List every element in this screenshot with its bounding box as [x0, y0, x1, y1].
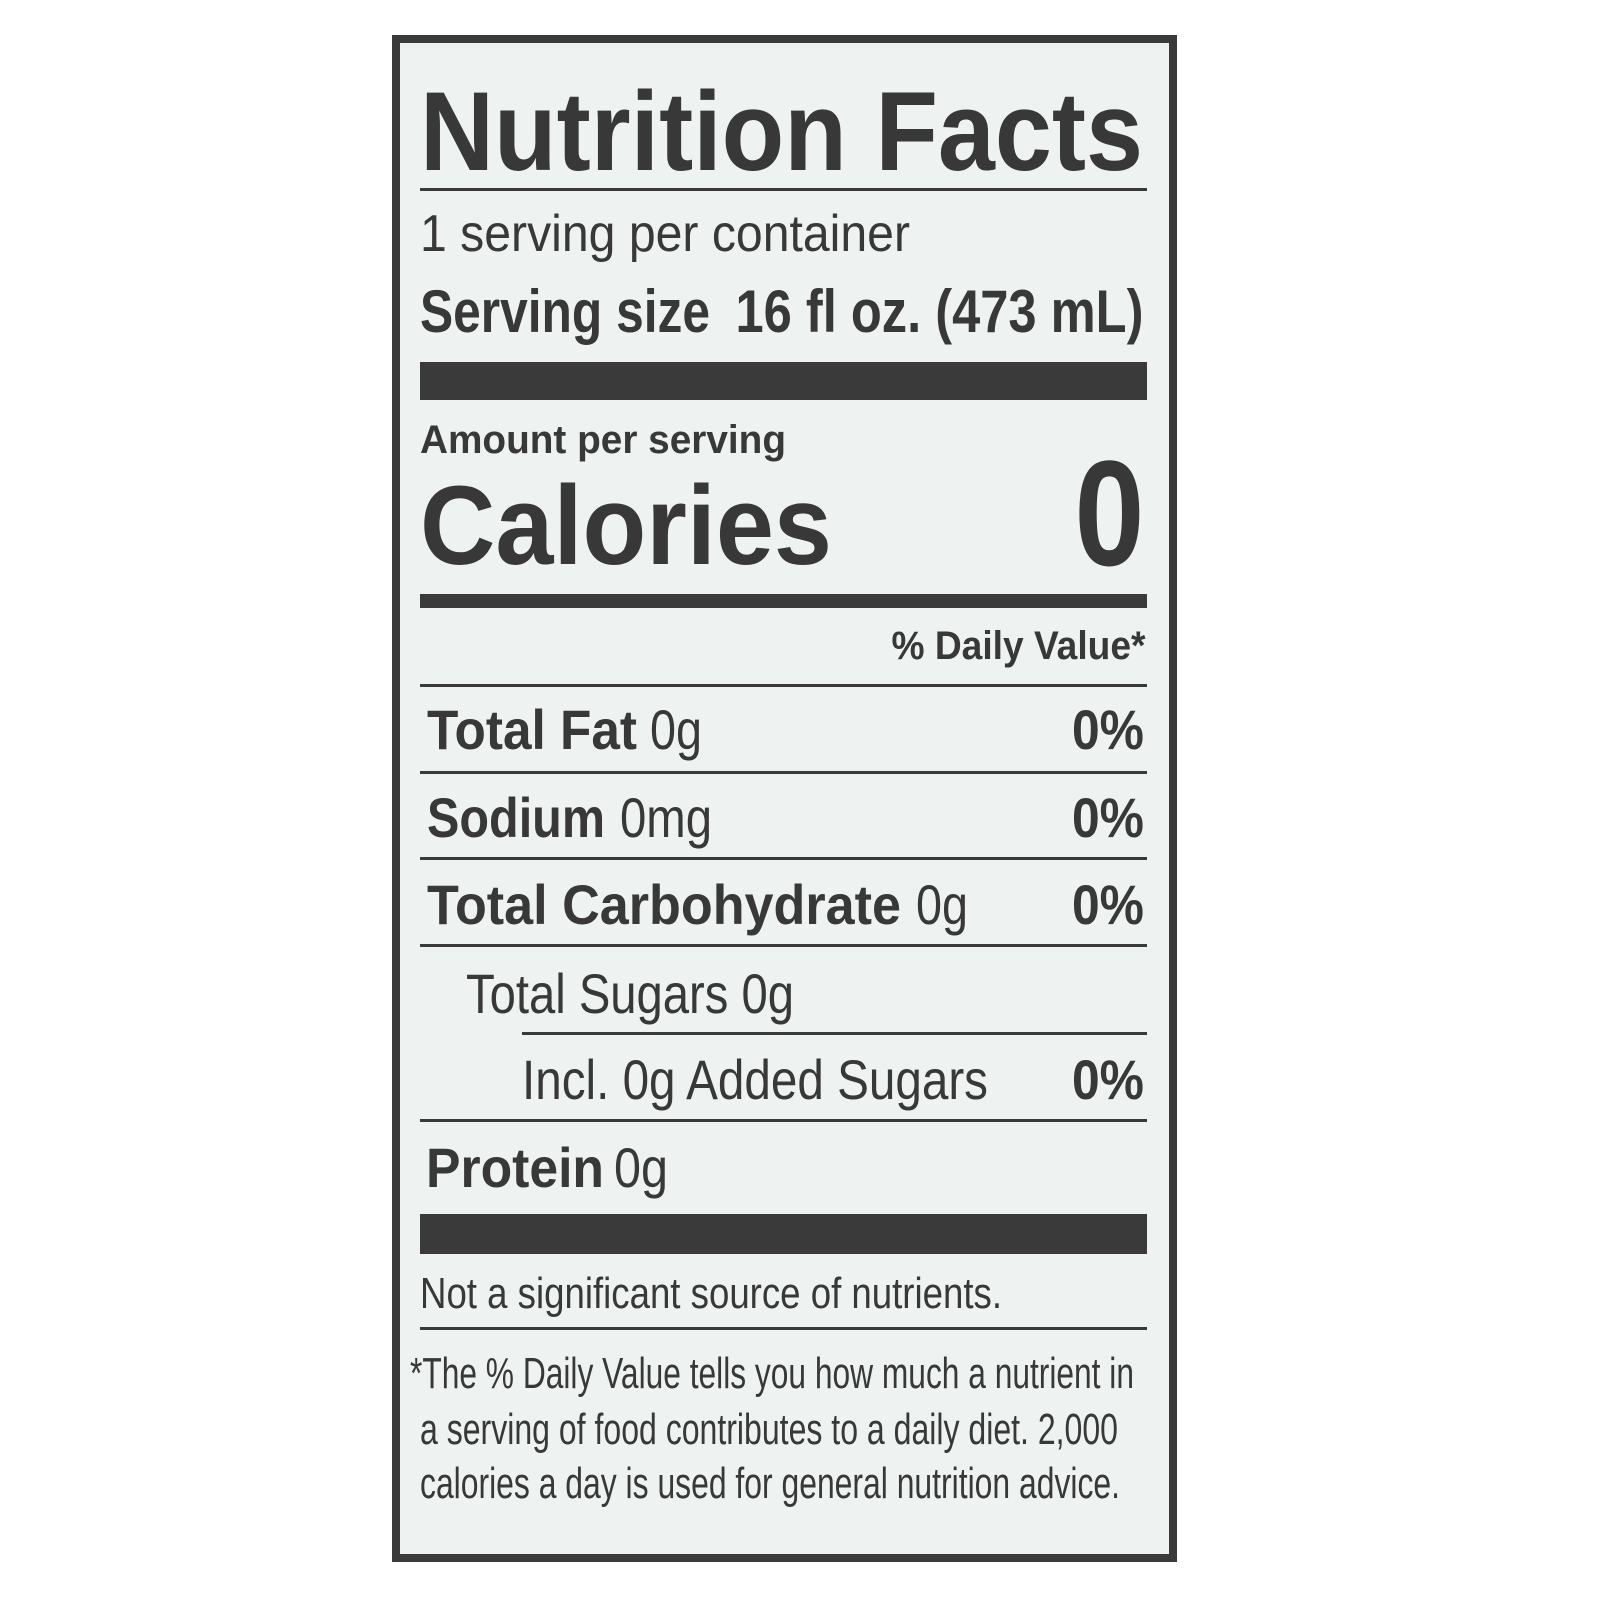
divider: [420, 1119, 1147, 1122]
nutrient-name-sodium: Sodium: [427, 786, 605, 849]
nutrient-name-total-fat: Total Fat: [427, 698, 637, 761]
footnote-line-3: calories a day is used for general nutri…: [420, 1459, 1120, 1508]
serving-size-value: 16 fl oz. (473 mL): [735, 278, 1143, 345]
daily-value-header: % Daily Value*: [891, 624, 1145, 668]
divider: [420, 684, 1147, 687]
divider: [522, 1032, 1147, 1035]
divider: [420, 857, 1147, 860]
calories-label: Calories: [420, 463, 832, 588]
nutrient-added-sugars: Incl. 0g Added Sugars: [522, 1048, 988, 1111]
divider: [420, 1327, 1147, 1330]
divider: [420, 944, 1147, 947]
nutrient-amount-total-carbohydrate: 0g: [916, 873, 968, 936]
servings-per-container: 1 serving per container: [420, 205, 910, 263]
nutrient-total-sugars: Total Sugars 0g: [466, 962, 794, 1025]
footnote-line-2: a serving of food contributes to a daily…: [420, 1405, 1118, 1454]
footnote-line-1: *The % Daily Value tells you how much a …: [410, 1349, 1134, 1398]
serving-size-label: Serving size: [420, 278, 710, 345]
nutrient-amount-protein: 0g: [614, 1136, 668, 1199]
nutrient-dv-total-carbohydrate: 0%: [1072, 873, 1144, 936]
thick-divider: [420, 362, 1147, 400]
note-text: Not a significant source of nutrients.: [420, 1269, 1002, 1318]
nutrient-dv-added-sugars: 0%: [1072, 1048, 1144, 1111]
nutrient-name-total-carbohydrate: Total Carbohydrate: [427, 873, 901, 936]
amount-per-serving: Amount per serving: [420, 418, 786, 462]
nutrient-dv-total-fat: 0%: [1072, 698, 1144, 761]
calories-value: 0: [1074, 429, 1144, 597]
medium-divider: [420, 594, 1147, 608]
nutrient-amount-total-fat: 0g: [650, 698, 702, 761]
divider: [420, 188, 1147, 191]
nutrient-dv-sodium: 0%: [1072, 786, 1144, 849]
thick-divider: [420, 1214, 1147, 1254]
label-title: Nutrition Facts: [420, 69, 1143, 194]
divider: [420, 771, 1147, 774]
nutrition-facts-label: [392, 35, 1177, 1562]
nutrient-name-protein: Protein: [426, 1136, 604, 1199]
nutrient-amount-sodium: 0mg: [620, 786, 712, 849]
